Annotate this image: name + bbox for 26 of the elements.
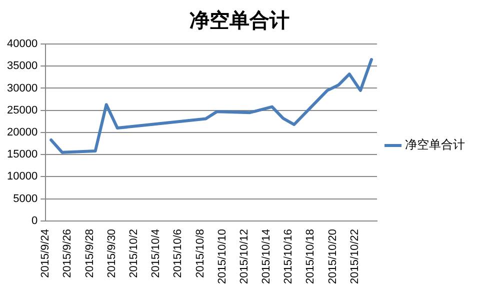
x-tick-label: 2015/9/24 <box>40 228 52 278</box>
y-tick-label: 30000 <box>6 82 38 94</box>
y-tick-label: 40000 <box>6 38 38 50</box>
y-tick-label: 5000 <box>13 192 38 205</box>
x-tick-label: 2015/10/18 <box>304 228 317 284</box>
y-tick-label: 0 <box>31 214 38 227</box>
x-tick-label: 2015/10/8 <box>194 228 206 278</box>
y-tick-label: 35000 <box>6 60 38 72</box>
legend-label: 净空单合计 <box>405 138 465 152</box>
x-tick-label: 2015/9/28 <box>84 228 96 278</box>
x-tick-label: 2015/10/2 <box>128 228 140 278</box>
x-tick-label: 2015/10/14 <box>260 228 273 284</box>
x-tick-label: 2015/10/10 <box>216 228 228 284</box>
x-tick-label: 2015/9/26 <box>62 228 74 278</box>
y-tick-label: 15000 <box>6 148 38 161</box>
x-tick-label: 2015/10/20 <box>326 228 339 284</box>
x-tick-label: 2015/10/12 <box>238 228 250 284</box>
x-tick-label: 2015/10/16 <box>282 228 295 284</box>
y-tick-label: 10000 <box>6 170 38 183</box>
x-tick-label: 2015/9/30 <box>106 228 118 278</box>
y-tick-label: 20000 <box>6 126 38 139</box>
y-tick-label: 25000 <box>6 104 38 116</box>
x-tick-label: 2015/10/4 <box>150 228 162 278</box>
x-tick-label: 2015/10/6 <box>172 228 184 278</box>
x-tick-label: 2015/10/22 <box>348 228 361 284</box>
chart-title: 净空单合计 <box>190 8 290 32</box>
